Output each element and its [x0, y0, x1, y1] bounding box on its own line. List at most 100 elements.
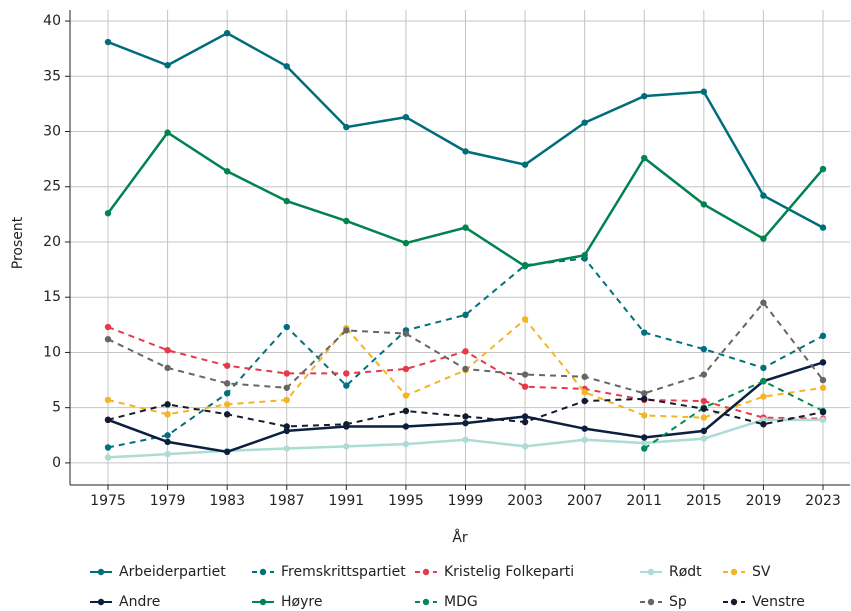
data-point	[223, 380, 231, 387]
data-point	[462, 413, 469, 420]
data-point	[521, 418, 529, 426]
legend-marker	[730, 598, 738, 606]
x-axis-title: År	[452, 529, 468, 546]
legend-marker	[422, 568, 430, 576]
data-point	[223, 411, 231, 418]
data-point	[462, 365, 469, 373]
data-point	[760, 299, 767, 306]
data-point	[283, 423, 290, 430]
legend-marker	[97, 598, 105, 606]
data-point	[223, 448, 231, 456]
data-point	[641, 439, 648, 447]
data-point	[402, 365, 410, 373]
legend-label: Venstre	[752, 594, 805, 610]
data-point	[343, 327, 350, 334]
data-point	[164, 432, 171, 439]
x-tick-label: 1983	[209, 493, 245, 509]
legend-label: Arbeiderpartiet	[119, 564, 226, 580]
legend-marker	[730, 568, 738, 576]
data-point	[462, 224, 469, 231]
legend-label: Høyre	[281, 594, 322, 610]
data-point	[521, 383, 529, 390]
data-point	[343, 370, 350, 377]
data-point	[819, 165, 827, 173]
legend-label: Rødt	[669, 564, 702, 580]
x-tick-label: 2015	[686, 493, 722, 509]
data-point	[819, 416, 827, 424]
data-point	[343, 421, 350, 428]
legend-label: SV	[752, 564, 771, 580]
data-point	[700, 88, 708, 95]
data-point	[819, 224, 827, 231]
legend-marker	[259, 568, 267, 576]
legend-marker	[259, 598, 267, 606]
data-point	[164, 364, 171, 372]
data-point	[641, 412, 648, 419]
legend-label: Andre	[119, 594, 160, 610]
data-point	[760, 235, 767, 242]
x-tick-label: 1979	[150, 493, 186, 509]
data-point	[283, 384, 290, 391]
data-point	[343, 123, 350, 131]
data-point	[819, 359, 827, 366]
data-point	[641, 329, 648, 336]
data-point	[343, 443, 350, 450]
data-point	[164, 411, 171, 418]
data-point	[343, 217, 350, 225]
data-point	[343, 382, 350, 389]
data-point	[581, 397, 588, 405]
data-point	[283, 370, 290, 377]
data-point	[581, 436, 588, 443]
data-point	[283, 197, 290, 205]
data-point	[402, 407, 410, 415]
data-point	[641, 390, 648, 397]
data-point	[760, 393, 767, 400]
data-point	[462, 348, 469, 355]
x-tick-label: 2003	[507, 493, 543, 509]
data-point	[462, 436, 469, 443]
y-tick-label: 10	[43, 344, 61, 360]
data-point	[760, 192, 767, 199]
data-point	[581, 252, 588, 259]
data-point	[521, 413, 529, 420]
data-point	[104, 335, 112, 343]
data-point	[223, 401, 231, 408]
data-point	[164, 438, 171, 446]
data-point	[402, 440, 410, 448]
data-point	[104, 323, 112, 331]
data-point	[581, 119, 588, 126]
data-point	[641, 92, 648, 100]
x-tick-label: 1987	[269, 493, 305, 509]
data-point	[164, 347, 171, 354]
data-point	[700, 345, 708, 353]
data-point	[521, 316, 529, 323]
data-point	[402, 392, 410, 399]
data-point	[164, 401, 171, 408]
data-point	[521, 443, 529, 450]
data-point	[760, 416, 767, 424]
data-point	[283, 427, 290, 435]
legend-marker	[647, 598, 655, 606]
data-point	[521, 371, 529, 378]
x-tick-label: 2019	[746, 493, 782, 509]
data-point	[223, 362, 231, 369]
data-point	[700, 435, 708, 442]
legend-marker	[422, 598, 430, 606]
data-point	[283, 445, 290, 452]
data-point	[700, 427, 708, 435]
x-tick-label: 1995	[388, 493, 424, 509]
data-point	[819, 384, 827, 391]
data-point	[521, 263, 529, 270]
y-axis-title: Prosent	[10, 216, 26, 269]
data-point	[164, 62, 171, 69]
y-tick-label: 5	[52, 400, 61, 416]
data-point	[104, 38, 112, 46]
data-point	[581, 373, 588, 380]
data-point	[164, 450, 171, 458]
x-tick-label: 2023	[805, 493, 841, 509]
x-tick-label: 1999	[448, 493, 484, 509]
data-point	[700, 397, 708, 405]
data-point	[104, 416, 112, 424]
data-point	[223, 29, 231, 37]
data-point	[641, 154, 648, 162]
